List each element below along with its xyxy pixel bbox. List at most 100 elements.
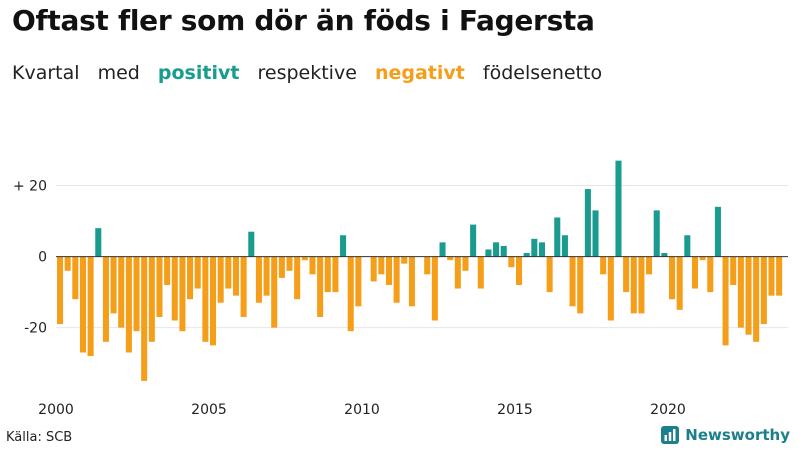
negative-bar xyxy=(569,256,576,307)
positive-bar xyxy=(500,245,507,257)
negative-bar xyxy=(600,256,607,275)
negative-bar xyxy=(156,256,163,317)
positive-bar xyxy=(493,242,500,257)
negative-bar xyxy=(646,256,653,275)
x-tick-label: 2010 xyxy=(344,402,380,418)
y-tick-label: -20 xyxy=(24,321,47,337)
negative-bar xyxy=(171,256,178,321)
negative-bar xyxy=(110,256,117,314)
negative-bar xyxy=(707,256,714,293)
negative-bar xyxy=(255,256,262,303)
positive-bar xyxy=(653,210,660,257)
negative-bar xyxy=(370,256,377,282)
subtitle-word-respektive: respektive xyxy=(257,62,357,84)
negative-bar xyxy=(286,256,293,271)
negative-bar xyxy=(691,256,698,289)
negative-bar xyxy=(125,256,132,353)
x-tick-label: 2015 xyxy=(497,402,533,418)
positive-bar xyxy=(584,189,591,257)
positive-bar xyxy=(531,238,538,257)
negative-bar xyxy=(355,256,362,307)
negative-bar xyxy=(401,256,408,264)
negative-bar xyxy=(607,256,614,321)
negative-bar xyxy=(776,256,783,296)
negative-bar xyxy=(210,256,217,346)
positive-bar xyxy=(95,228,102,257)
negative-bar xyxy=(722,256,729,346)
negative-bar xyxy=(240,256,247,317)
negative-bar xyxy=(72,256,79,300)
negative-bar xyxy=(232,256,239,296)
negative-bar xyxy=(638,256,645,314)
y-tick-label: 0 xyxy=(38,250,47,266)
negative-bar xyxy=(393,256,400,303)
negative-bar xyxy=(508,256,515,268)
negative-bar xyxy=(301,256,308,261)
positive-bar xyxy=(485,249,492,257)
negative-bar xyxy=(737,256,744,328)
source-note: Källa: SCB xyxy=(6,430,73,445)
positive-bar xyxy=(340,235,347,257)
positive-bar xyxy=(470,224,477,257)
brand-name: Newsworthy xyxy=(685,426,790,444)
negative-bar xyxy=(477,256,484,289)
negative-bar xyxy=(187,256,194,300)
negative-bar xyxy=(217,256,224,303)
positive-bar xyxy=(615,160,622,257)
negative-bar xyxy=(447,256,454,261)
chart-title: Oftast fler som dör än föds i Fagersta xyxy=(12,4,595,37)
negative-bar xyxy=(669,256,676,300)
y-tick-label: + 20 xyxy=(13,179,47,195)
negative-bar xyxy=(202,256,209,342)
negative-bar xyxy=(225,256,232,289)
negative-bar xyxy=(408,256,415,307)
negative-bar xyxy=(385,256,392,285)
subtitle-word-fodelsenetto: födelsenetto xyxy=(482,62,603,84)
bar-chart-logo-icon xyxy=(661,426,680,444)
negative-bar xyxy=(431,256,438,321)
negative-bar xyxy=(324,256,331,293)
negative-bar xyxy=(141,256,148,381)
negative-bar xyxy=(730,256,737,285)
negative-bar xyxy=(676,256,683,310)
positive-bar xyxy=(592,210,599,257)
negative-bar xyxy=(630,256,637,314)
negative-bar xyxy=(79,256,86,353)
negative-bar xyxy=(753,256,760,342)
negative-bar xyxy=(577,256,584,314)
negative-bar xyxy=(699,256,706,261)
negative-bar xyxy=(87,256,94,357)
positive-bar xyxy=(684,235,691,257)
negative-bar xyxy=(317,256,324,317)
negative-bar xyxy=(454,256,461,289)
negative-bar xyxy=(263,256,270,296)
negative-bar xyxy=(194,256,201,289)
negative-bar xyxy=(546,256,553,293)
positive-bar xyxy=(714,206,721,257)
negative-bar xyxy=(57,256,64,325)
negative-bar xyxy=(271,256,278,328)
negative-bar xyxy=(64,256,71,271)
negative-bar xyxy=(516,256,523,285)
x-tick-label: 2005 xyxy=(191,402,227,418)
negative-bar xyxy=(332,256,339,293)
negative-bar xyxy=(294,256,301,300)
negative-bar xyxy=(347,256,354,332)
negative-bar xyxy=(623,256,630,293)
negative-bar xyxy=(462,256,469,271)
negative-bar xyxy=(768,256,775,296)
x-tick-label: 2000 xyxy=(38,402,74,418)
negative-bar xyxy=(278,256,285,278)
subtitle-negative-legend: negativt xyxy=(374,62,465,84)
subtitle-word-kvartal: Kvartal xyxy=(12,62,80,84)
negative-bar xyxy=(179,256,186,332)
positive-bar xyxy=(439,242,446,257)
negative-bar xyxy=(309,256,316,275)
negative-bar xyxy=(164,256,171,285)
negative-bar xyxy=(102,256,109,342)
negative-bar xyxy=(760,256,767,325)
positive-bar xyxy=(248,231,255,257)
negative-bar xyxy=(378,256,385,275)
chart-subtitle: Kvartal med positivt respektive negativt… xyxy=(12,62,614,84)
